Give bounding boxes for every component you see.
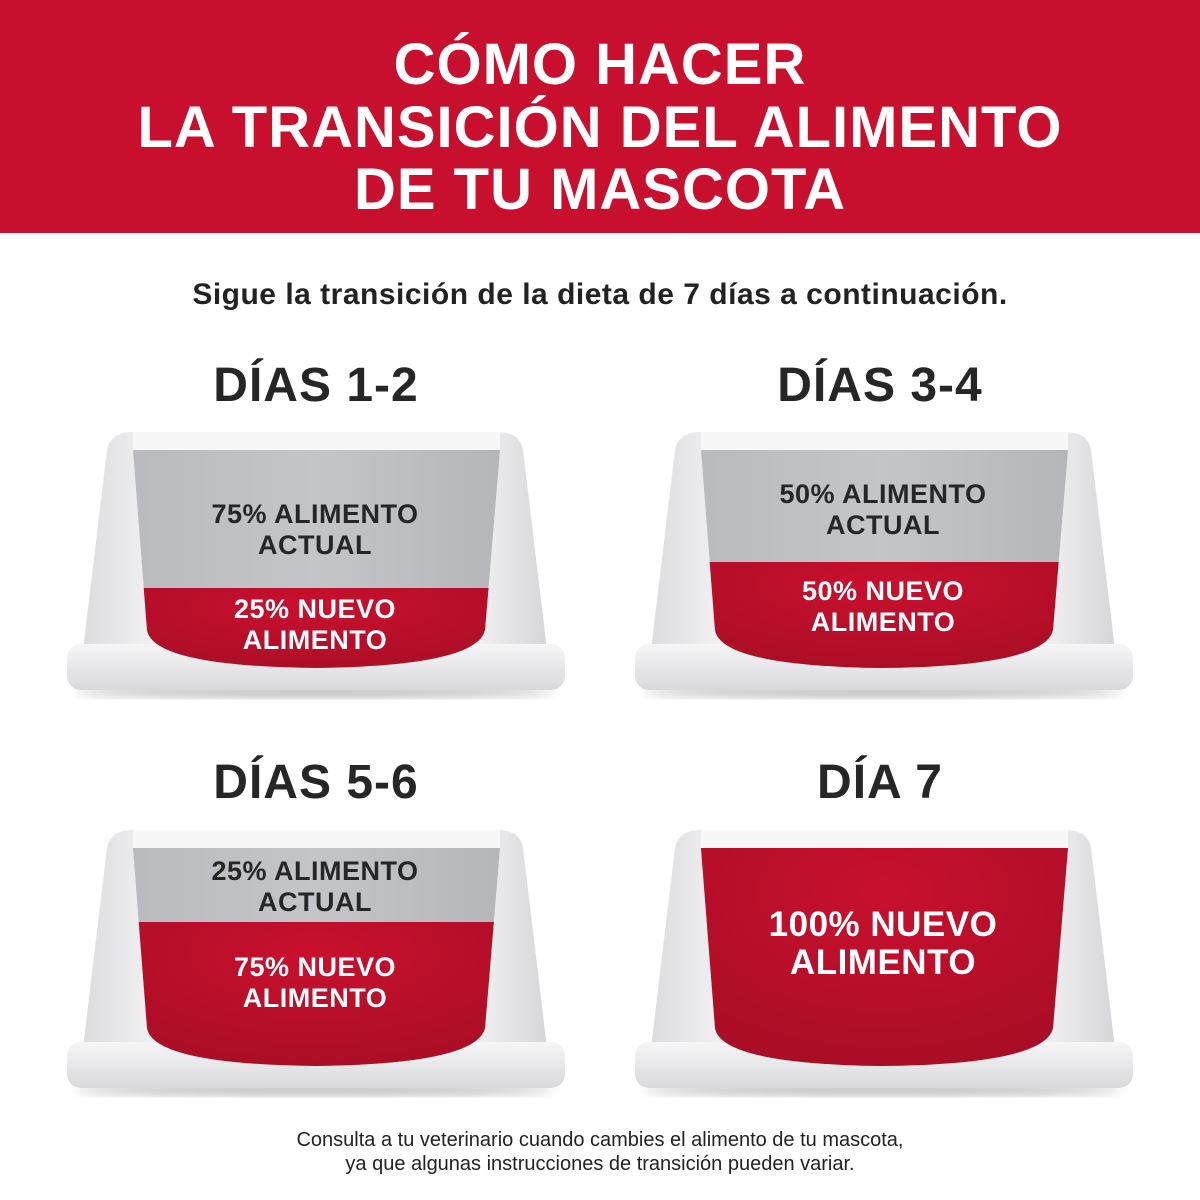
bowl-stage-1: 75% ALIMENTO ACTUAL 25% NUEVO ALIMENTO <box>65 430 565 700</box>
stage-heading-1: DÍAS 1-2 <box>213 359 419 412</box>
header-banner <box>0 0 1200 233</box>
bowl-rim <box>701 432 1068 452</box>
current-food-label: 25% ALIMENTO ACTUAL <box>211 856 419 917</box>
current-food-label: 50% ALIMENTO ACTUAL <box>779 479 987 540</box>
stage-heading-4: DÍA 7 <box>817 756 943 809</box>
bowl-stage-4: 100% NUEVO ALIMENTO <box>633 828 1133 1098</box>
current-food-label: 75% ALIMENTO ACTUAL <box>211 499 419 560</box>
title-line-2: LA TRANSICIÓN DEL ALIMENTO <box>137 95 1063 160</box>
footer-line-1: Consulta a tu veterinario cuando cambies… <box>296 1129 904 1151</box>
title-line-1: CÓMO HACER <box>393 32 807 97</box>
bowl-stage-3: 25% ALIMENTO ACTUAL 75% NUEVO ALIMENTO <box>65 828 565 1098</box>
new-food-fill <box>701 562 1068 668</box>
bowl-graphic <box>67 830 565 1096</box>
new-food-label: 100% NUEVO ALIMENTO <box>768 905 998 982</box>
new-food-fill <box>701 848 1068 1066</box>
bowl-stage-2: 50% ALIMENTO ACTUAL 50% NUEVO ALIMENTO <box>633 430 1133 700</box>
bowl-rim <box>701 830 1068 850</box>
footer-line-2: ya que algunas instrucciones de transici… <box>345 1153 855 1175</box>
bowl-rim <box>133 830 500 850</box>
bowl-graphic <box>635 432 1133 698</box>
new-food-fill <box>133 922 500 1066</box>
footer-note: Consulta a tu veterinario cuando cambies… <box>0 1128 1200 1176</box>
bowl-graphic <box>67 432 565 698</box>
new-food-fill <box>133 588 500 668</box>
stage-heading-2: DÍAS 3-4 <box>777 359 983 412</box>
new-food-label: 75% NUEVO ALIMENTO <box>233 952 397 1013</box>
bowl-graphic <box>635 830 1133 1096</box>
subtitle: Sigue la transición de la dieta de 7 día… <box>192 278 1008 311</box>
new-food-label: 50% NUEVO ALIMENTO <box>801 576 965 637</box>
stage-heading-3: DÍAS 5-6 <box>213 756 419 809</box>
bowl-rim <box>133 432 500 452</box>
new-food-label: 25% NUEVO ALIMENTO <box>233 594 397 655</box>
title-line-3: DE TU MASCOTA <box>353 157 846 222</box>
